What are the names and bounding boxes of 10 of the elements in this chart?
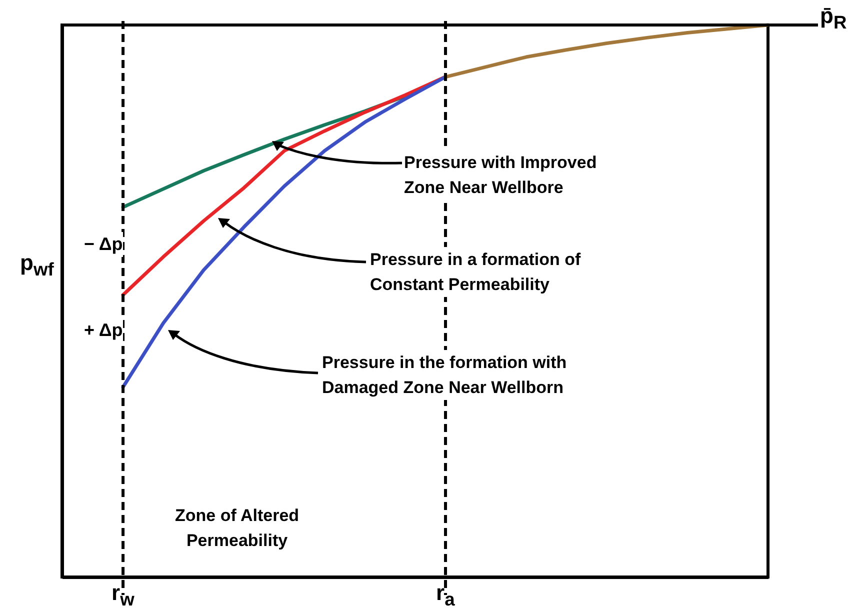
y-axis-title: p$_{wf}$	[20, 250, 54, 282]
x-tick-label: r$_{w}$	[112, 580, 134, 611]
annotation: Pressure in the formation with Damaged Zone Near Wellborn	[322, 350, 567, 400]
annotation: Pressure in a formation of Constant Permeability	[370, 247, 581, 297]
annotation: Pressure with Improved Zone Near Wellbore	[404, 150, 597, 200]
ref-line-label: p̄$_{R}$	[820, 3, 847, 34]
annotation: Zone of Altered Permeability	[175, 503, 300, 553]
x-tick-label: r$_{a}$	[436, 580, 455, 611]
annotation: + Δp	[84, 318, 123, 343]
annotation: − Δp	[84, 232, 123, 257]
